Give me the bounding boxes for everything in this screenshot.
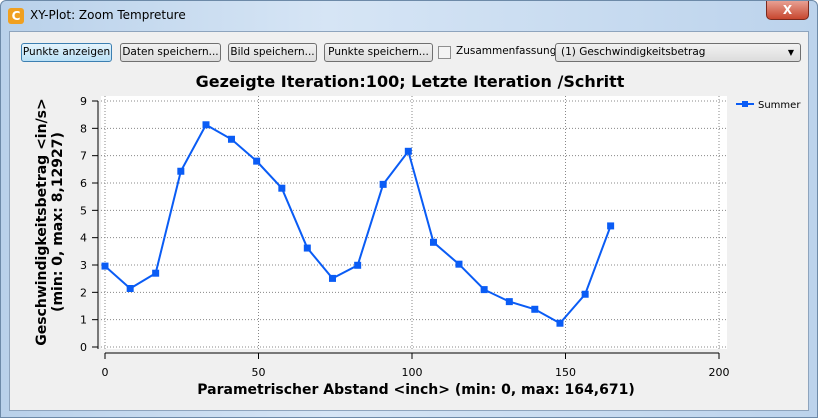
data-point	[455, 260, 463, 268]
x-tick-label: 200	[709, 366, 730, 379]
data-point	[253, 157, 261, 165]
data-point	[379, 180, 387, 188]
data-point	[202, 121, 210, 129]
data-point	[404, 147, 412, 155]
summary-label: Zusammenfassung	[456, 45, 557, 57]
y-tick-label: 1	[80, 314, 87, 327]
close-button[interactable]: X	[766, 1, 809, 20]
data-point	[101, 262, 109, 270]
x-tick-label: 0	[102, 366, 109, 379]
y-tick-label: 4	[80, 232, 87, 245]
save-image-button[interactable]: Bild speichern...	[228, 43, 317, 62]
variable-select[interactable]: (1) Geschwindigkeitsbetrag ▼	[555, 43, 801, 62]
data-point	[152, 269, 160, 277]
y-tick-label: 6	[80, 177, 87, 190]
dropdown-arrow-icon: ▼	[787, 48, 794, 57]
data-point	[126, 285, 134, 293]
data-point	[177, 167, 185, 175]
y-tick-label: 3	[80, 259, 87, 272]
x-tick-label: 50	[252, 366, 266, 379]
legend-marker	[742, 101, 748, 107]
plot-title: Gezeigte Iteration:100; Letzte Iteration…	[195, 72, 625, 91]
y-tick-label: 8	[80, 122, 87, 135]
save-points-button[interactable]: Punkte speichern...	[324, 43, 433, 62]
y-tick-label: 2	[80, 286, 87, 299]
x-axis-label: Parametrischer Abstand <inch> (min: 0, m…	[197, 382, 635, 398]
data-point	[607, 222, 615, 230]
show-points-button[interactable]: Punkte anzeigen	[21, 43, 112, 62]
data-point	[328, 274, 336, 282]
y-tick-label: 0	[80, 341, 87, 354]
data-point	[278, 184, 286, 192]
title-bar[interactable]: C XY-Plot: Zoom Tempreture X	[1, 1, 817, 31]
summary-checkbox[interactable]	[438, 46, 451, 59]
variable-select-value: (1) Geschwindigkeitsbetrag	[561, 46, 706, 58]
save-data-button[interactable]: Daten speichern...	[120, 43, 221, 62]
data-point	[303, 244, 311, 252]
y-tick-label: 5	[80, 204, 87, 217]
data-point	[505, 298, 513, 306]
window-title: XY-Plot: Zoom Tempreture	[30, 8, 186, 22]
data-point	[556, 319, 564, 327]
app-logo-icon: C	[8, 8, 24, 24]
x-tick-label: 150	[555, 366, 576, 379]
data-point	[480, 286, 488, 294]
legend-label: Summer	[758, 100, 801, 111]
data-point	[581, 290, 589, 298]
data-point	[227, 135, 235, 143]
x-tick-label: 100	[402, 366, 423, 379]
y-tick-label: 7	[80, 150, 87, 163]
y-tick-label: 9	[80, 95, 87, 108]
data-point	[531, 305, 539, 313]
plot-background	[101, 96, 727, 349]
data-point	[429, 238, 437, 246]
data-point	[354, 261, 362, 269]
